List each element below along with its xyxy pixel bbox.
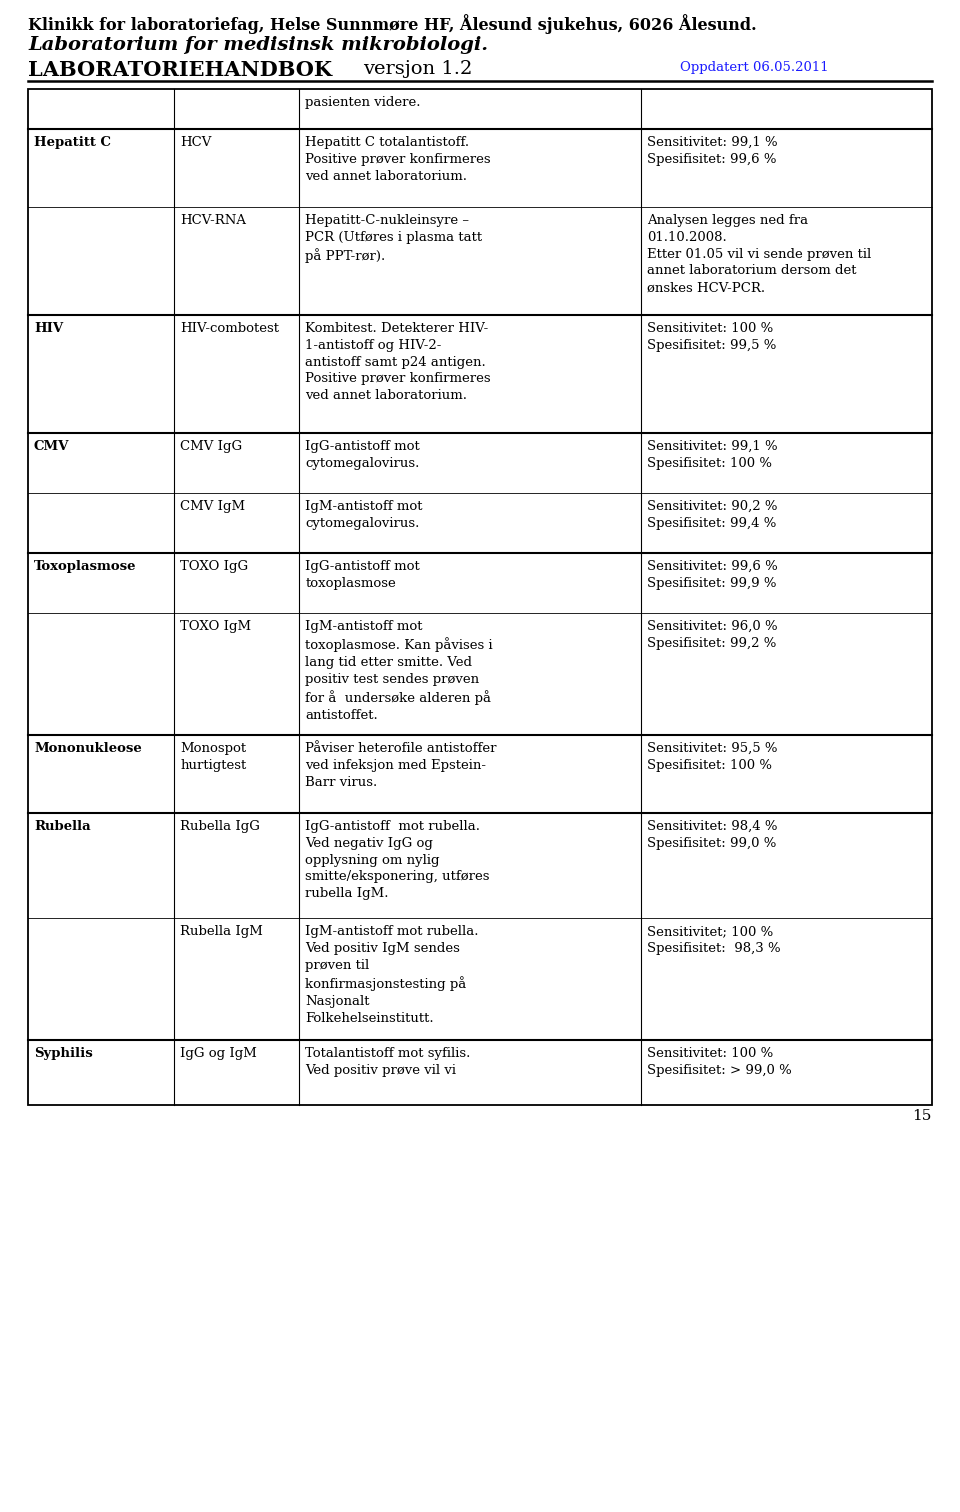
Text: Sensitivitet: 100 %
Spesifisitet: > 99,0 %: Sensitivitet: 100 % Spesifisitet: > 99,0… bbox=[647, 1046, 792, 1077]
Text: Mononukleose: Mononukleose bbox=[34, 742, 142, 754]
Text: HCV: HCV bbox=[180, 136, 212, 150]
Text: pasienten videre.: pasienten videre. bbox=[305, 95, 420, 109]
Text: Hepatitt C totalantistoff.
Positive prøver konfirmeres
ved annet laboratorium.: Hepatitt C totalantistoff. Positive prøv… bbox=[305, 136, 491, 183]
Text: HCV-RNA: HCV-RNA bbox=[180, 215, 247, 227]
Text: IgM-antistoff mot
cytomegalovirus.: IgM-antistoff mot cytomegalovirus. bbox=[305, 500, 422, 529]
Text: Sensitivitet: 98,4 %
Spesifisitet: 99,0 %: Sensitivitet: 98,4 % Spesifisitet: 99,0 … bbox=[647, 820, 778, 850]
Text: Totalantistoff mot syfilis.
Ved positiv prøve vil vi: Totalantistoff mot syfilis. Ved positiv … bbox=[305, 1046, 470, 1077]
Text: Klinikk for laboratoriefag, Helse Sunnmøre HF, Ålesund sjukehus, 6026 Ålesund.: Klinikk for laboratoriefag, Helse Sunnmø… bbox=[28, 14, 756, 33]
Text: Hepatitt C: Hepatitt C bbox=[34, 136, 111, 150]
Text: Monospot
hurtigtest: Monospot hurtigtest bbox=[180, 742, 247, 771]
Text: Sensitivitet: 99,1 %
Spesifisitet: 99,6 %: Sensitivitet: 99,1 % Spesifisitet: 99,6 … bbox=[647, 136, 778, 166]
Text: Sensitivitet: 99,1 %
Spesifisitet: 100 %: Sensitivitet: 99,1 % Spesifisitet: 100 % bbox=[647, 440, 778, 470]
Text: Sensitivitet: 100 %
Spesifisitet: 99,5 %: Sensitivitet: 100 % Spesifisitet: 99,5 % bbox=[647, 322, 777, 352]
Text: Hepatitt-C-nukleinsyre –
PCR (Utføres i plasma tatt
på PPT-rør).: Hepatitt-C-nukleinsyre – PCR (Utføres i … bbox=[305, 215, 482, 263]
Text: IgM-antistoff mot rubella.
Ved positiv IgM sendes
prøven til
konfirmasjonstestin: IgM-antistoff mot rubella. Ved positiv I… bbox=[305, 925, 479, 1025]
Text: Analysen legges ned fra
01.10.2008.
Etter 01.05 vil vi sende prøven til
annet la: Analysen legges ned fra 01.10.2008. Ette… bbox=[647, 215, 871, 295]
Text: Toxoplasmose: Toxoplasmose bbox=[34, 559, 136, 573]
Text: Rubella IgG: Rubella IgG bbox=[180, 820, 260, 833]
Text: CMV IgM: CMV IgM bbox=[180, 500, 246, 513]
Text: Sensitivitet: 90,2 %
Spesifisitet: 99,4 %: Sensitivitet: 90,2 % Spesifisitet: 99,4 … bbox=[647, 500, 778, 529]
Text: Sensitivitet: 96,0 %
Spesifisitet: 99,2 %: Sensitivitet: 96,0 % Spesifisitet: 99,2 … bbox=[647, 620, 778, 650]
Text: Sensitivitet; 100 %
Spesifisitet:  98,3 %: Sensitivitet; 100 % Spesifisitet: 98,3 % bbox=[647, 925, 780, 954]
Text: HIV: HIV bbox=[34, 322, 63, 336]
Text: IgG-antistoff mot
cytomegalovirus.: IgG-antistoff mot cytomegalovirus. bbox=[305, 440, 420, 470]
Text: Rubella: Rubella bbox=[34, 820, 90, 833]
Text: TOXO IgG: TOXO IgG bbox=[180, 559, 249, 573]
Text: LABORATORIEHANDBOK: LABORATORIEHANDBOK bbox=[28, 60, 332, 80]
Text: versjon 1.2: versjon 1.2 bbox=[363, 60, 472, 79]
Text: IgG og IgM: IgG og IgM bbox=[180, 1046, 257, 1060]
Text: CMV: CMV bbox=[34, 440, 69, 454]
Text: IgG-antistoff mot
toxoplasmose: IgG-antistoff mot toxoplasmose bbox=[305, 559, 420, 590]
Text: TOXO IgM: TOXO IgM bbox=[180, 620, 252, 634]
Text: IgG-antistoff  mot rubella.
Ved negativ IgG og
opplysning om nylig
smitte/ekspon: IgG-antistoff mot rubella. Ved negativ I… bbox=[305, 820, 490, 900]
Text: 15: 15 bbox=[913, 1108, 932, 1123]
Text: Sensitivitet: 95,5 %
Spesifisitet: 100 %: Sensitivitet: 95,5 % Spesifisitet: 100 % bbox=[647, 742, 778, 771]
Text: Sensitivitet: 99,6 %
Spesifisitet: 99,9 %: Sensitivitet: 99,6 % Spesifisitet: 99,9 … bbox=[647, 559, 778, 590]
Bar bbox=[28, 89, 932, 1105]
Text: CMV IgG: CMV IgG bbox=[180, 440, 243, 454]
Text: HIV-combotest: HIV-combotest bbox=[180, 322, 279, 336]
Text: Laboratorium for medisinsk mikrobiologi.: Laboratorium for medisinsk mikrobiologi. bbox=[28, 36, 488, 54]
Text: Rubella IgM: Rubella IgM bbox=[180, 925, 263, 937]
Text: Oppdatert 06.05.2011: Oppdatert 06.05.2011 bbox=[680, 60, 828, 74]
Text: Syphilis: Syphilis bbox=[34, 1046, 93, 1060]
Text: IgM-antistoff mot
toxoplasmose. Kan påvises i
lang tid etter smitte. Ved
positiv: IgM-antistoff mot toxoplasmose. Kan påvi… bbox=[305, 620, 492, 723]
Text: Kombitest. Detekterer HIV-
1-antistoff og HIV-2-
antistoff samt p24 antigen.
Pos: Kombitest. Detekterer HIV- 1-antistoff o… bbox=[305, 322, 491, 402]
Text: Påviser heterofile antistoffer
ved infeksjon med Epstein-
Barr virus.: Påviser heterofile antistoffer ved infek… bbox=[305, 742, 496, 789]
